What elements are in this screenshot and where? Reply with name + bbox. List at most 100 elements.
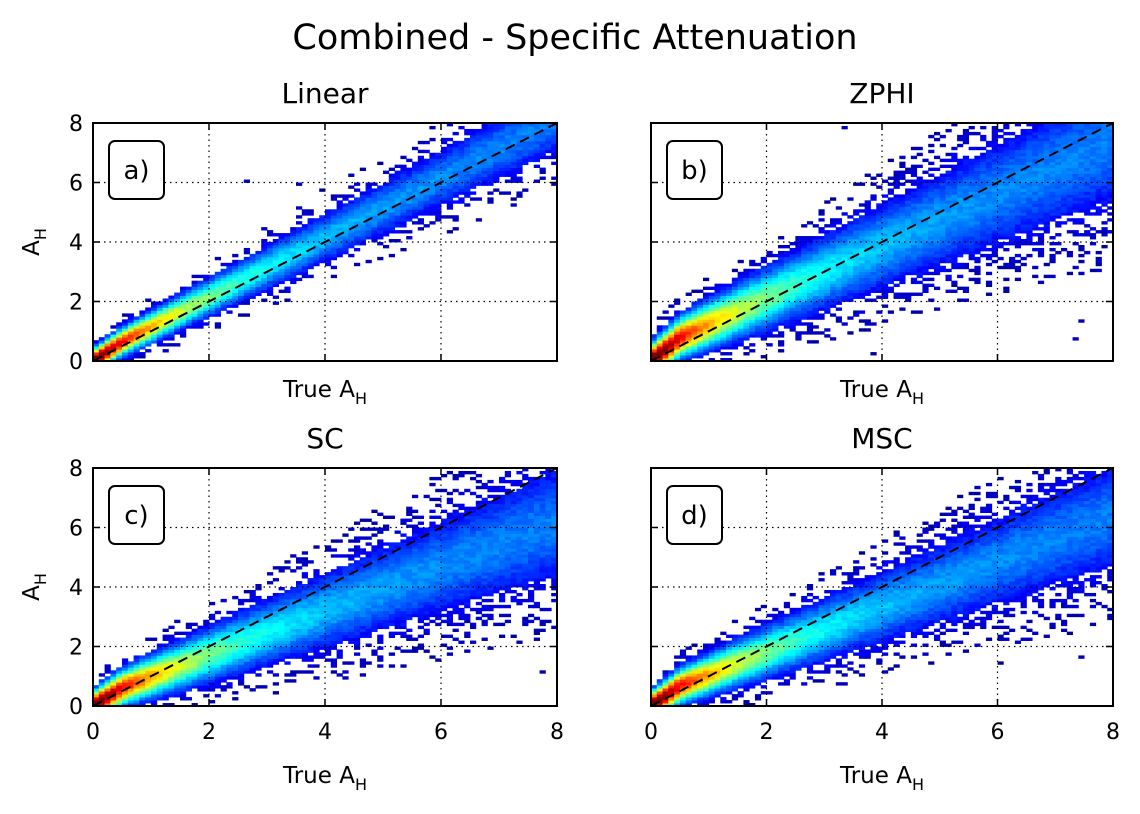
heatmap-cell bbox=[876, 215, 883, 219]
heatmap-cell bbox=[296, 595, 303, 600]
heatmap-cell bbox=[772, 325, 779, 329]
heatmap-cell bbox=[429, 191, 436, 195]
heatmap-cell bbox=[145, 673, 152, 677]
heatmap-cell bbox=[714, 340, 721, 344]
heatmap-cell bbox=[435, 155, 442, 160]
heatmap-cell bbox=[778, 268, 785, 273]
heatmap-cell bbox=[985, 176, 993, 180]
heatmap-cell bbox=[261, 622, 268, 627]
heatmap-cell bbox=[824, 310, 831, 314]
heatmap-cell bbox=[772, 253, 779, 258]
heatmap-cell bbox=[864, 268, 871, 273]
heatmap-cell bbox=[330, 227, 337, 231]
heatmap-cell bbox=[243, 589, 250, 594]
heatmap-cell bbox=[951, 167, 958, 172]
heatmap-cell bbox=[991, 230, 998, 234]
heatmap-cell bbox=[841, 250, 848, 255]
heatmap-cell bbox=[749, 295, 756, 299]
heatmap-cell bbox=[1061, 149, 1068, 154]
heatmap-cell bbox=[214, 679, 221, 683]
heatmap-cell bbox=[441, 215, 448, 219]
heatmap-cell bbox=[429, 209, 436, 213]
heatmap-cell bbox=[691, 325, 698, 329]
heatmap-cell bbox=[1061, 152, 1068, 157]
heatmap-cell bbox=[197, 655, 204, 659]
heatmap-cell bbox=[795, 280, 802, 285]
heatmap-cell bbox=[93, 355, 100, 359]
heatmap-cell bbox=[162, 337, 169, 341]
heatmap-cell bbox=[214, 313, 221, 317]
heatmap-cell bbox=[162, 658, 169, 662]
heatmap-cell bbox=[122, 697, 129, 701]
heatmap-cell bbox=[325, 250, 332, 255]
heatmap-cell bbox=[151, 664, 158, 668]
heatmap-cell bbox=[702, 310, 710, 314]
heatmap-cell bbox=[760, 280, 767, 285]
heatmap-cell bbox=[922, 200, 929, 204]
heatmap-cell bbox=[406, 185, 413, 189]
heatmap-cell bbox=[806, 298, 814, 302]
heatmap-cell bbox=[185, 679, 192, 683]
heatmap-cell bbox=[249, 655, 256, 659]
heatmap-cell bbox=[864, 277, 871, 282]
heatmap-cell bbox=[801, 239, 808, 243]
heatmap-cell bbox=[870, 271, 877, 276]
heatmap-cell bbox=[249, 274, 256, 279]
heatmap-cell bbox=[145, 349, 152, 353]
heatmap-cell bbox=[220, 268, 227, 273]
heatmap-cell bbox=[939, 164, 946, 169]
heatmap-cell bbox=[882, 262, 889, 267]
heatmap-cell bbox=[795, 289, 802, 293]
heatmap-cell bbox=[191, 295, 198, 299]
heatmap-cell bbox=[406, 173, 413, 177]
heatmap-cell bbox=[789, 271, 796, 276]
heatmap-cell bbox=[985, 221, 993, 225]
heatmap-cell bbox=[933, 265, 941, 270]
heatmap-cell bbox=[714, 334, 721, 338]
heatmap-cell bbox=[209, 616, 216, 621]
heatmap-cell bbox=[870, 236, 877, 240]
heatmap-cell bbox=[226, 301, 233, 305]
heatmap-cell bbox=[417, 203, 424, 207]
heatmap-cell bbox=[910, 253, 918, 258]
heatmap-cell bbox=[220, 625, 227, 630]
heatmap-cell bbox=[853, 289, 860, 293]
heatmap-cell bbox=[697, 343, 704, 347]
heatmap-cell bbox=[522, 146, 529, 151]
heatmap-cell bbox=[974, 209, 981, 213]
heatmap-cell bbox=[1014, 206, 1022, 210]
heatmap-cell bbox=[922, 253, 929, 258]
heatmap-cell bbox=[1037, 161, 1045, 166]
panel-title: Linear bbox=[281, 77, 369, 110]
heatmap-cell bbox=[243, 247, 250, 252]
heatmap-cell bbox=[985, 224, 993, 228]
heatmap-cell bbox=[1095, 259, 1102, 264]
heatmap-cell bbox=[801, 331, 808, 335]
heatmap-cell bbox=[1049, 242, 1056, 246]
heatmap-cell bbox=[1020, 176, 1027, 180]
panel-label-box bbox=[666, 140, 723, 200]
heatmap-cell bbox=[122, 700, 129, 704]
heatmap-cell bbox=[1020, 200, 1027, 204]
heatmap-cell bbox=[1055, 123, 1062, 127]
heatmap-cell bbox=[1032, 128, 1039, 133]
heatmap-cell bbox=[749, 286, 756, 291]
heatmap-cell bbox=[1089, 206, 1097, 210]
heatmap-cell bbox=[835, 250, 842, 255]
heatmap-cell bbox=[435, 152, 442, 157]
heatmap-cell bbox=[470, 146, 477, 151]
heatmap-cell bbox=[841, 322, 848, 326]
heatmap-cell bbox=[116, 670, 123, 674]
heatmap-cell bbox=[1101, 134, 1108, 139]
heatmap-cell bbox=[238, 679, 245, 683]
heatmap-cell bbox=[1089, 140, 1097, 145]
heatmap-cell bbox=[899, 247, 906, 252]
heatmap-cell bbox=[893, 203, 900, 207]
heatmap-cell bbox=[1072, 197, 1079, 201]
heatmap-cell bbox=[203, 643, 210, 647]
heatmap-cell bbox=[261, 298, 268, 302]
heatmap-cell bbox=[284, 655, 291, 659]
heatmap-cell bbox=[812, 242, 819, 246]
